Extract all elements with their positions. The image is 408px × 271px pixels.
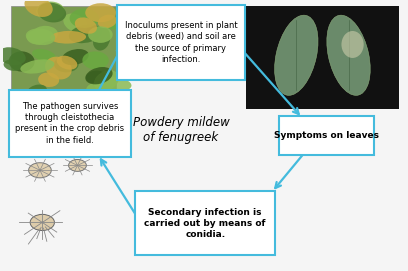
Ellipse shape (50, 31, 86, 44)
Circle shape (30, 214, 54, 231)
FancyBboxPatch shape (117, 5, 245, 80)
Ellipse shape (95, 77, 131, 92)
Ellipse shape (54, 56, 79, 72)
Ellipse shape (275, 15, 318, 95)
Ellipse shape (93, 27, 110, 51)
Ellipse shape (63, 14, 87, 33)
Circle shape (29, 163, 51, 178)
Ellipse shape (327, 15, 370, 95)
Ellipse shape (0, 47, 26, 65)
Ellipse shape (20, 59, 54, 74)
Ellipse shape (69, 24, 102, 43)
Text: The pathogen survives
through cleistothecia
present in the crop debris
in the fi: The pathogen survives through cleistothe… (15, 102, 124, 144)
Ellipse shape (341, 31, 364, 58)
Ellipse shape (33, 26, 58, 42)
Text: Symptoms on leaves: Symptoms on leaves (274, 131, 379, 140)
Text: Inoculums present in plant
debris (weed) and soil are
the source of primary
infe: Inoculums present in plant debris (weed)… (124, 21, 237, 64)
Ellipse shape (12, 97, 33, 114)
Ellipse shape (88, 26, 113, 43)
Ellipse shape (9, 51, 35, 72)
Ellipse shape (57, 56, 77, 70)
Ellipse shape (85, 3, 116, 22)
Ellipse shape (94, 70, 119, 91)
Ellipse shape (4, 59, 22, 71)
Ellipse shape (70, 9, 99, 28)
Ellipse shape (103, 17, 123, 30)
Ellipse shape (38, 3, 66, 22)
Ellipse shape (36, 2, 64, 21)
FancyBboxPatch shape (11, 101, 116, 109)
Ellipse shape (32, 49, 56, 62)
FancyBboxPatch shape (135, 191, 275, 255)
Ellipse shape (24, 0, 53, 17)
Ellipse shape (62, 49, 89, 65)
FancyBboxPatch shape (7, 144, 124, 265)
Ellipse shape (98, 15, 117, 28)
Ellipse shape (38, 72, 59, 87)
FancyBboxPatch shape (9, 89, 131, 157)
Ellipse shape (45, 57, 72, 79)
Text: Powdery mildew
of fenugreek: Powdery mildew of fenugreek (133, 116, 229, 144)
Ellipse shape (86, 70, 106, 84)
Ellipse shape (82, 51, 109, 69)
Ellipse shape (86, 82, 105, 96)
Ellipse shape (27, 30, 48, 44)
Ellipse shape (27, 85, 47, 98)
Ellipse shape (26, 28, 55, 45)
FancyBboxPatch shape (11, 6, 116, 109)
FancyBboxPatch shape (279, 116, 374, 155)
FancyBboxPatch shape (246, 6, 399, 109)
Ellipse shape (85, 67, 113, 84)
Text: Secondary infection is
carried out by means of
conidia.: Secondary infection is carried out by me… (144, 208, 266, 239)
Ellipse shape (21, 97, 43, 111)
Ellipse shape (75, 17, 97, 34)
Circle shape (69, 160, 86, 171)
